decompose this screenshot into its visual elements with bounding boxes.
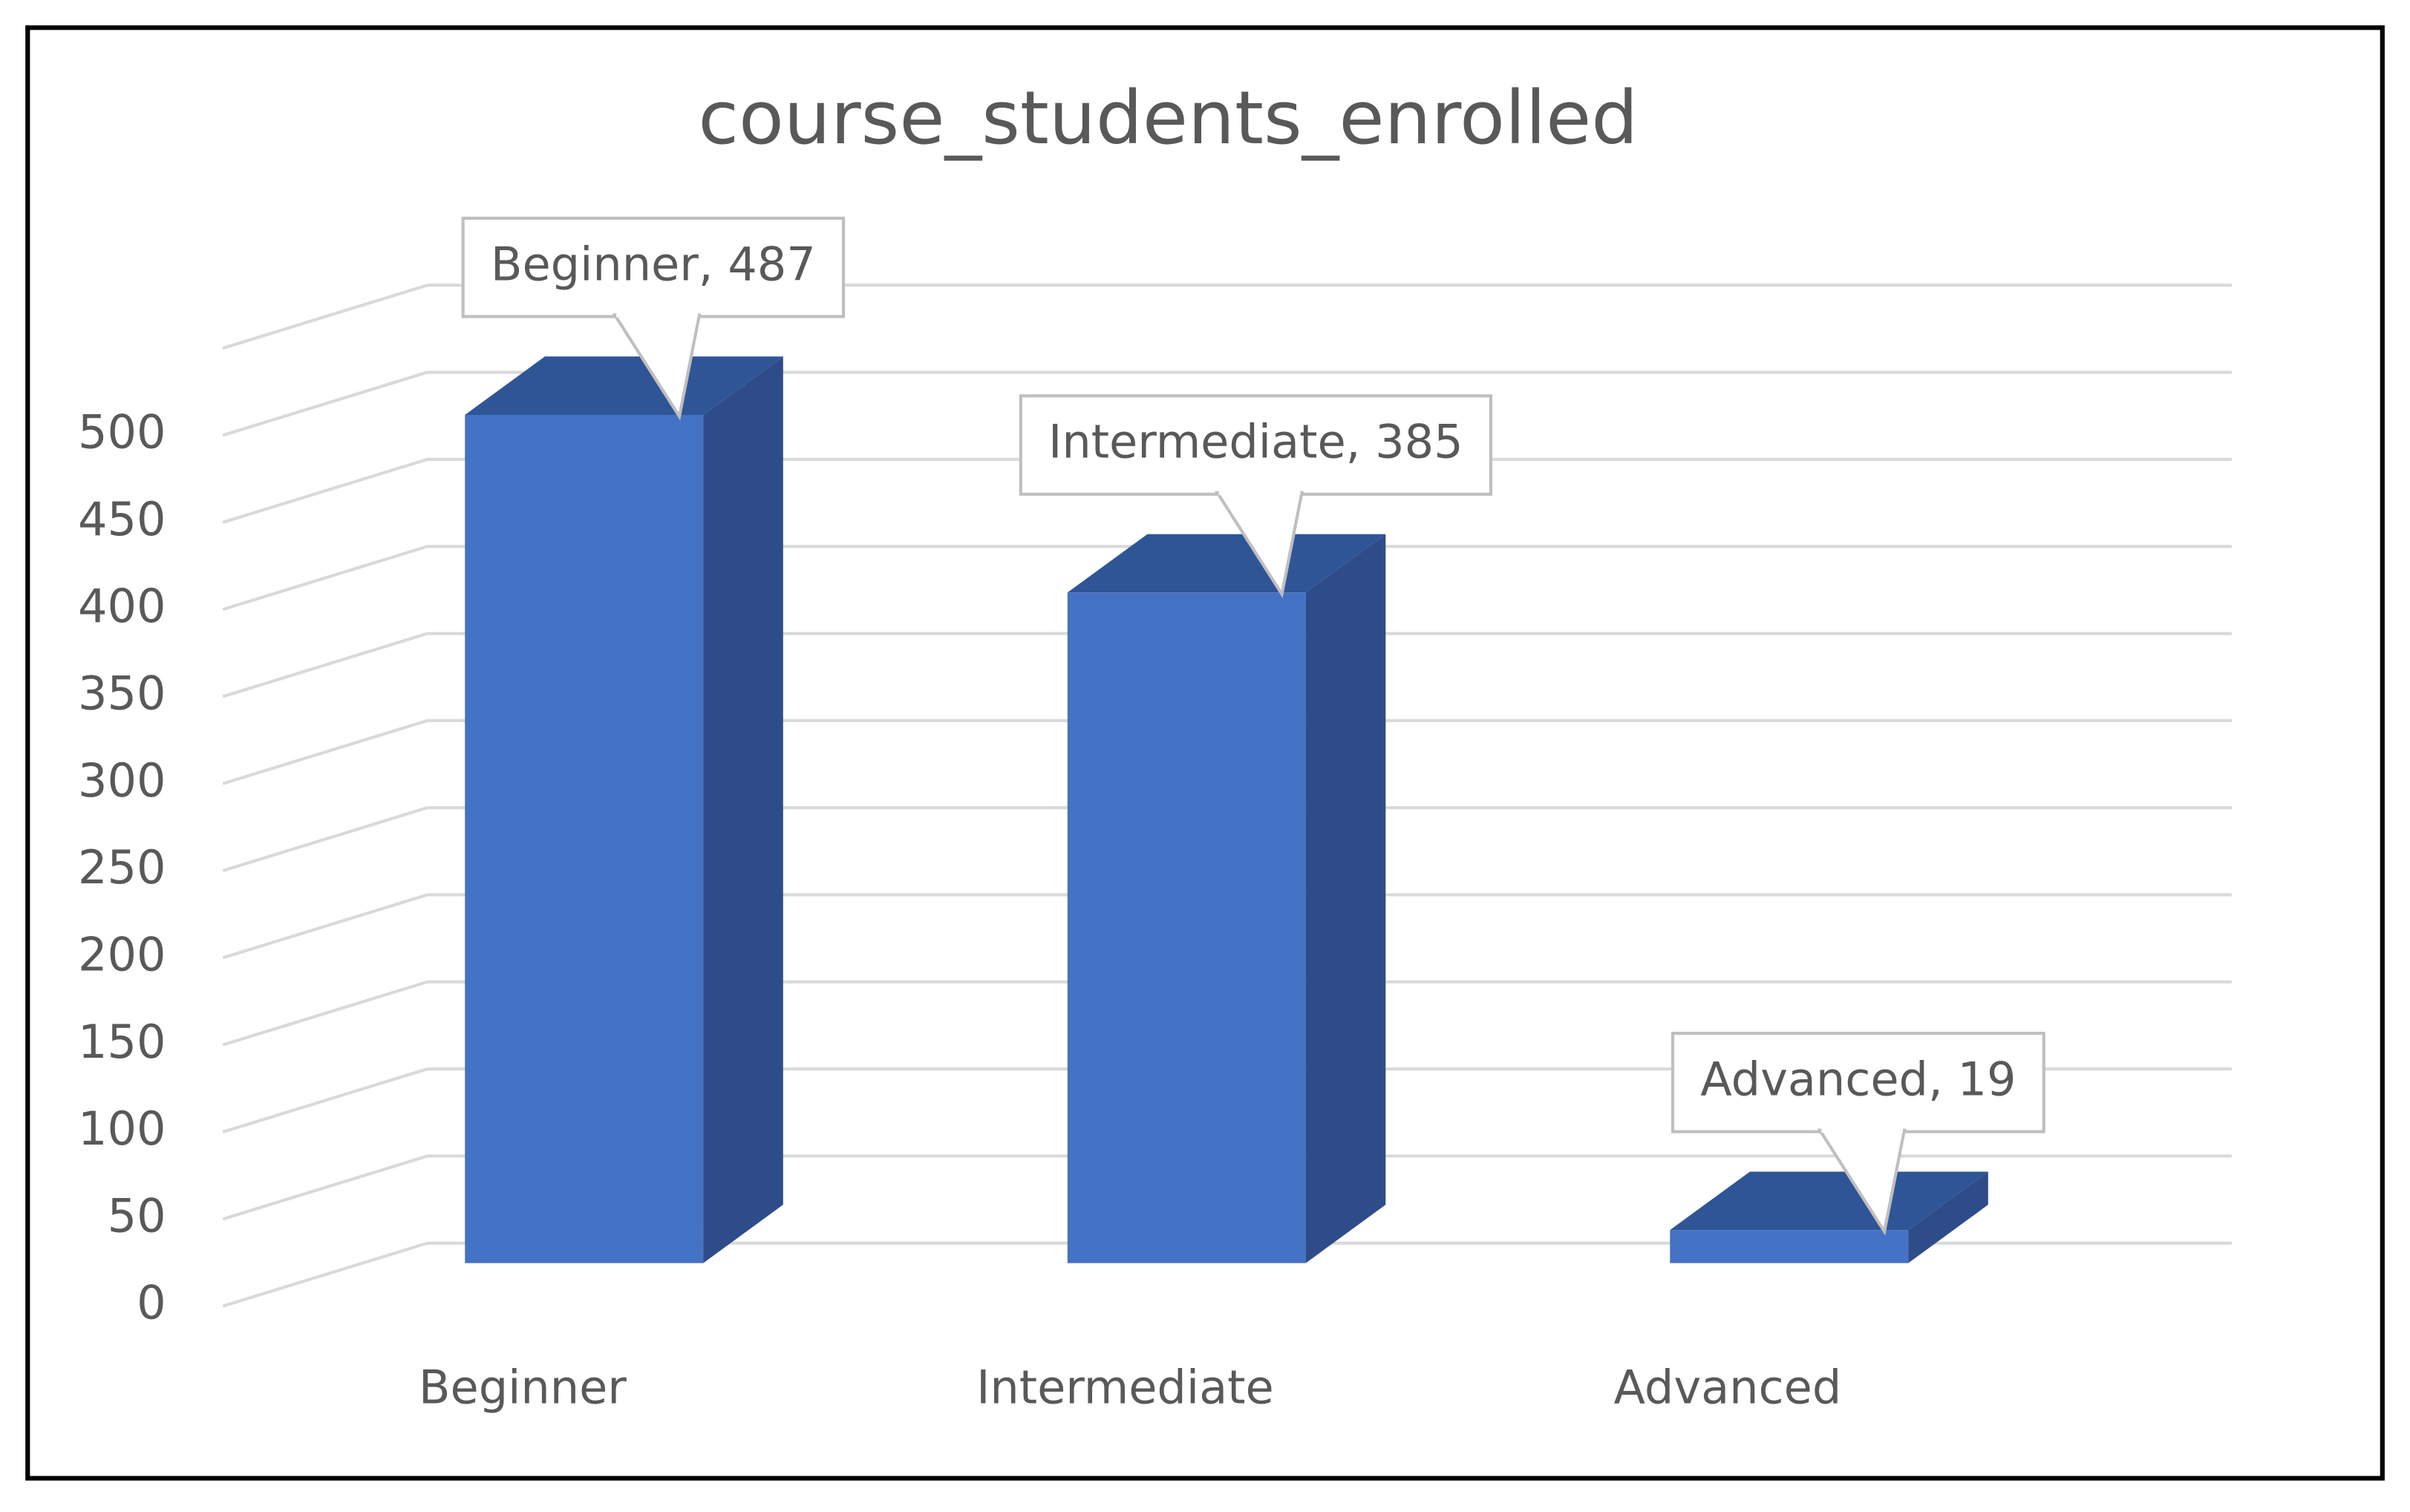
y-tick-label: 500 (78, 405, 166, 459)
grid-line (222, 545, 428, 612)
grid-line (222, 1154, 428, 1221)
data-label: Beginner, 487 (491, 237, 816, 291)
data-label: Advanced, 19 (1700, 1052, 2016, 1106)
bar-side (1305, 534, 1386, 1263)
y-tick-label: 450 (78, 492, 166, 546)
data-label-box (1019, 394, 1492, 496)
data-label-box (1671, 1032, 2045, 1133)
grid-line (222, 632, 428, 698)
x-tick-label: Intermediate (976, 1361, 1274, 1415)
grid-line (222, 719, 428, 785)
grid-line (222, 284, 428, 350)
bar-top (465, 356, 783, 415)
grid-line (222, 1241, 428, 1308)
y-tick-label: 400 (78, 579, 166, 633)
bar (1067, 592, 1306, 1263)
y-tick-label: 50 (108, 1188, 166, 1243)
bar-side (703, 356, 783, 1263)
y-tick-label: 0 (137, 1276, 166, 1330)
grid-line (222, 370, 428, 437)
grid-line (222, 806, 428, 873)
x-tick-label: Advanced (1614, 1361, 1842, 1415)
grid-line (222, 1067, 428, 1133)
grid-line (222, 980, 428, 1047)
y-tick-label: 250 (78, 840, 166, 894)
y-tick-label: 200 (78, 927, 166, 981)
chart-title: course_students_enrolled (698, 76, 1638, 161)
y-tick-label: 300 (78, 753, 166, 808)
bar-top (1067, 534, 1386, 593)
bar-side (1908, 1171, 1988, 1263)
bar (1670, 1230, 1909, 1263)
data-label-box (461, 216, 846, 318)
bar (465, 414, 704, 1263)
chart-body: course_students_enrolled 0 50 100 150 200 250… (25, 25, 2385, 1481)
y-tick-label: 100 (78, 1102, 166, 1156)
grid-line (222, 457, 428, 524)
y-tick-label: 350 (78, 666, 166, 720)
grid-line (222, 893, 428, 960)
data-label: Intermediate, 385 (1048, 415, 1463, 469)
bar-top (1670, 1171, 1988, 1231)
y-tick-label: 150 (78, 1015, 166, 1069)
x-tick-label: Beginner (419, 1361, 627, 1415)
